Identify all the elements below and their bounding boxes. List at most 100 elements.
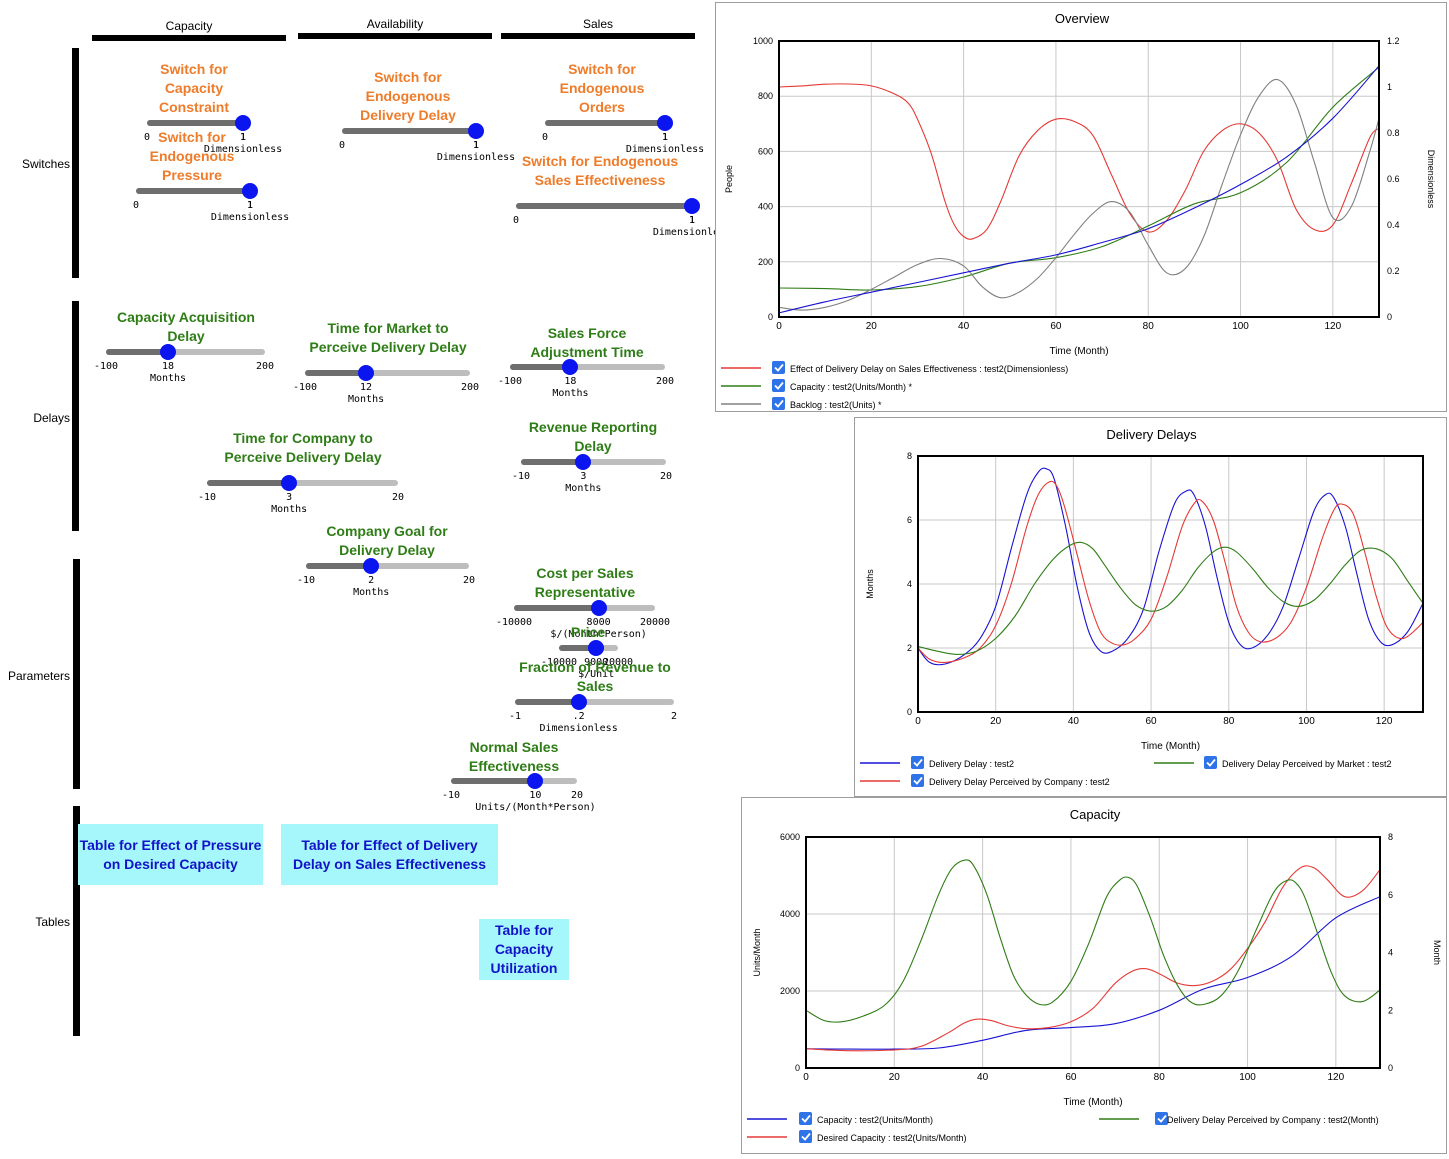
legend-checkbox[interactable] [772,397,785,410]
switch-endogenous-sales-effectiveness-slider-track[interactable] [516,203,692,209]
time-market-perceive-delivery-delay-unit: Months [347,394,385,405]
switch-endogenous-delivery-delay-slider-track[interactable] [342,128,476,134]
switch-endogenous-sales-effectiveness-slider-thumb[interactable] [684,198,700,214]
row-label-delays: Delays [33,411,70,425]
company-goal-delivery-delay-tick-mid: 2 [368,575,375,586]
row-bar-parameters [73,559,80,789]
legend-checkbox[interactable] [799,1112,812,1125]
series-line-0 [806,896,1380,1050]
table-effect-pressure-desired-capacity[interactable]: Table for Effect of Pressure on Desired … [78,824,263,885]
switch-capacity-constraint-slider-track[interactable] [147,120,243,126]
legend-checkbox[interactable] [1204,756,1217,769]
y-right-tick-label: 6 [1388,890,1393,900]
price-tick-max: 20000 [602,657,634,668]
y-right-tick-label: 0.4 [1387,220,1400,230]
switch-endogenous-orders-slider-track[interactable] [545,120,665,126]
sales-force-adjustment-time-unit: Months [552,388,589,399]
plot-frame [805,836,1381,1069]
company-goal-delivery-delay-tick-max: 20 [462,575,476,586]
normal-sales-effectiveness-slider-thumb[interactable] [527,773,544,789]
legend-label: Capacity : test2(Units/Month) * [790,382,913,392]
series-line-0 [779,83,1379,240]
time-market-perceive-delivery-delay-slider-track[interactable] [305,370,470,376]
sales-force-adjustment-time-slider-track[interactable] [510,364,665,370]
normal-sales-effectiveness-control: Normal Sales Effectiveness -10 10 20 Units/(… [440,738,596,816]
y-right-tick-label: 0 [1388,1063,1393,1073]
row-bar-switches [72,48,79,278]
legend-checkbox[interactable] [772,361,785,374]
x-tick-label: 20 [990,716,1002,727]
capacity-acquisition-delay-tick-min: -100 [93,361,119,372]
switch-endogenous-sales-effectiveness-title: Switch for Endogenous Sales Effectivenes… [521,153,679,188]
fraction-revenue-to-sales-slider-thumb[interactable] [570,694,587,710]
fraction-revenue-to-sales-tick-min: -1 [508,711,522,722]
column-bar-sales [501,33,695,39]
y-right-tick-label: 0 [1387,312,1392,322]
y-left-tick-label: 6000 [780,832,800,842]
fraction-revenue-to-sales-unit: Dimensionless [539,723,618,734]
legend-checkbox[interactable] [799,1130,812,1143]
x-tick-label: 120 [1325,321,1342,332]
y-left-tick-label: 600 [758,146,773,156]
switch-endogenous-pressure-slider-thumb[interactable] [242,183,258,199]
price-slider-thumb[interactable] [588,640,605,656]
price-slider-fill [559,645,597,651]
switch-endogenous-delivery-delay-unit: Dimensionless [436,152,516,163]
capacity-chart: Capacity 0 20 40 60 80 100 120 0 2000 4000 6000 0 2 4 6… [747,807,1442,1143]
time-company-perceive-delivery-delay-slider-fill [207,480,290,486]
company-goal-delivery-delay-slider-thumb[interactable] [363,558,380,574]
switch-endogenous-pressure-slider-track[interactable] [136,188,250,194]
time-market-perceive-delivery-delay-slider-fill [305,370,367,376]
time-company-perceive-delivery-delay-slider-track[interactable] [207,480,398,486]
company-goal-delivery-delay-slider-track[interactable] [306,563,469,569]
grid [778,40,1379,318]
switch-endogenous-sales-effectiveness-slider-fill [516,203,692,209]
x-axis-label: Time (Month) [1049,346,1108,357]
y-left-tick-label: 0 [795,1063,800,1073]
x-tick-label: 40 [958,321,970,332]
table-capacity-utilization[interactable]: Table for Capacity Utilization [479,919,569,980]
time-market-perceive-delivery-delay-slider-thumb[interactable] [358,365,375,381]
revenue-reporting-delay-slider-track[interactable] [521,459,666,465]
table-effect-delivery-delay-sales-effectiveness[interactable]: Table for Effect of Delivery Delay on Sa… [281,824,498,885]
legend-checkbox[interactable] [911,756,924,769]
cost-per-sales-representative-slider-thumb[interactable] [590,600,607,616]
chart-title: Overview [1055,11,1110,26]
switch-endogenous-orders-slider-thumb[interactable] [657,115,673,131]
switch-endogenous-delivery-delay-slider-thumb[interactable] [468,123,484,139]
capacity-acquisition-delay-tick-mid: 18 [161,361,175,372]
company-goal-delivery-delay-control: Company Goal for Delivery Delay -10 2 20 Mon… [297,522,475,601]
x-tick-label: 40 [1068,716,1080,727]
fraction-revenue-to-sales-control: Fraction of Revenue to Sales -1 .2 2 Dimensi… [505,658,685,737]
time-company-perceive-delivery-delay-slider-thumb[interactable] [281,475,298,491]
time-market-perceive-delivery-delay-title: Time for Market to Perceive Delivery Del… [309,320,467,355]
x-axis-label: Time (Month) [1063,1097,1122,1108]
price-title: Price [570,624,606,640]
y-left-tick-label: 8 [907,451,912,461]
y-right-tick-label: 0.6 [1387,174,1400,184]
fraction-revenue-to-sales-slider-track[interactable] [515,699,674,705]
capacity-acquisition-delay-slider-thumb[interactable] [160,344,176,360]
switch-capacity-constraint-control: Switch for Capacity Constraint 0 1 1 Dimensi… [140,60,282,158]
price-tick-mid: 9000 [584,657,609,668]
capacity-acquisition-delay-slider-track[interactable] [106,349,265,355]
time-market-perceive-delivery-delay-tick-mid: 12 [360,382,373,393]
switch-endogenous-delivery-delay-title: Switch for Endogenous Delivery Delay [360,69,456,123]
legend-checkbox[interactable] [1155,1112,1168,1125]
y-left-tick-label: 2 [907,643,912,653]
y-left-axis-label: Months [865,569,875,599]
legend-checkbox[interactable] [911,774,924,787]
cost-per-sales-representative-slider-track[interactable] [514,605,655,611]
company-goal-delivery-delay-title: Company Goal for Delivery Delay [326,523,448,558]
x-tick-label: 80 [1143,321,1155,332]
revenue-reporting-delay-tick-mid: 3 [580,471,587,482]
switch-capacity-constraint-slider-thumb[interactable] [235,115,251,131]
legend-checkbox[interactable] [772,379,785,392]
normal-sales-effectiveness-tick-min: -10 [441,790,461,801]
normal-sales-effectiveness-slider-track[interactable] [451,778,577,784]
sales-force-adjustment-time-slider-thumb[interactable] [562,359,579,375]
chart-title: Delivery Delays [1106,427,1197,442]
y-right-axis-label: Dimensionless [1426,150,1436,209]
revenue-reporting-delay-slider-thumb[interactable] [575,454,592,470]
y-left-tick-label: 4 [907,579,912,589]
